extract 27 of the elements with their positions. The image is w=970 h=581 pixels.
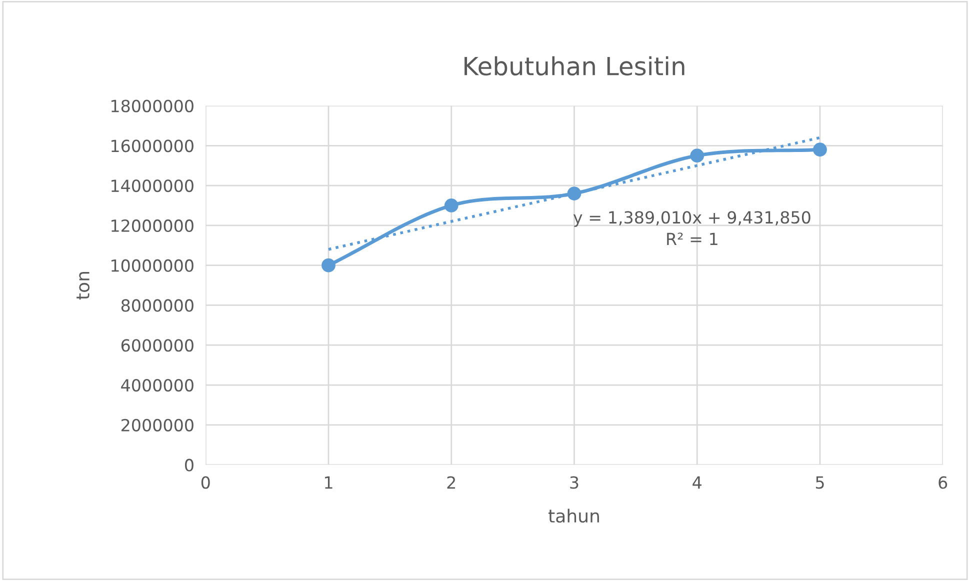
x-tick-label: 0: [201, 476, 210, 489]
x-tick-label: 6: [938, 476, 948, 489]
y-tick-label: 12000000: [112, 219, 194, 232]
y-tick-label: 8000000: [121, 299, 194, 312]
y-tick-label: 16000000: [112, 140, 194, 152]
y-tick-label: 14000000: [112, 179, 194, 192]
point: [567, 186, 582, 200]
x-tick-label: 4: [692, 476, 702, 489]
x-tick-label: 5: [816, 476, 824, 489]
y-tick-label: 18000000: [112, 100, 194, 112]
y-tick-label: 6000000: [121, 339, 194, 352]
point: [690, 148, 704, 163]
x-tick-label: 1: [325, 476, 332, 489]
y-tick-label: 2000000: [122, 418, 194, 432]
annotation: R² = 1: [667, 232, 718, 245]
point: [322, 258, 336, 272]
x-tick-label: 2: [447, 476, 456, 489]
x-axis-title: tahun: [548, 508, 599, 523]
chart-title: Kebutuhan Lesitin: [464, 56, 684, 76]
y-tick-label: 4000000: [121, 378, 194, 392]
point: [444, 198, 458, 212]
y-tick-label: 10000000: [112, 259, 194, 272]
y-axis-title: ton: [76, 272, 90, 300]
annotation: y = 1,389,010x + 9,431,850: [573, 211, 810, 227]
x-tick-label: 3: [570, 476, 578, 489]
y-tick-label: 0: [185, 458, 194, 472]
point: [813, 142, 827, 157]
